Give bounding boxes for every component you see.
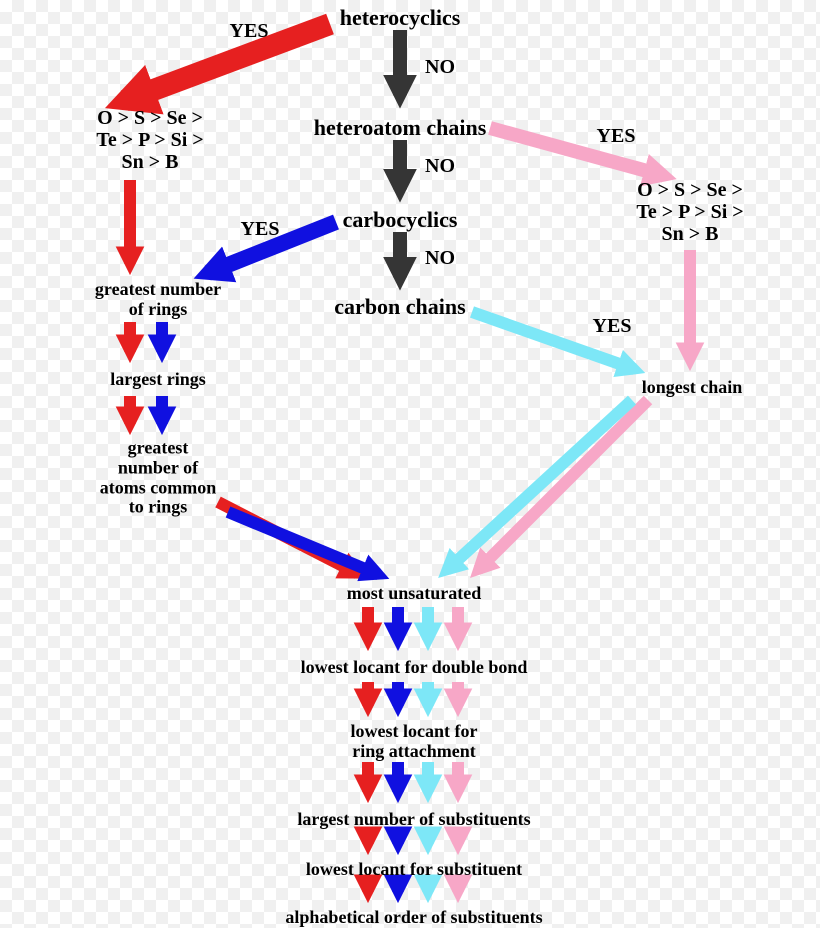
node-lowest-ring: lowest locant for ring attachment [351, 722, 478, 762]
arrow [228, 512, 379, 574]
node-lowest-sub: lowest locant for substituent [306, 860, 522, 880]
arrow [218, 502, 357, 573]
arrow [478, 400, 648, 570]
node-most-unsat: most unsaturated [347, 584, 482, 604]
node-no1: NO [425, 56, 455, 78]
node-priority-right: O > S > Se > Te > P > Si > Sn > B [636, 179, 743, 245]
node-alpha-sub: alphabetical order of substituents [285, 908, 542, 928]
node-largest-sub: largest number of substituents [297, 810, 530, 830]
node-carbocyclics: carbocyclics [343, 208, 458, 232]
node-yes-tr: YES [597, 125, 636, 147]
node-yes-tl: YES [230, 20, 269, 42]
node-yes-mid: YES [241, 218, 280, 240]
node-greatest-rings: greatest number of rings [95, 280, 221, 320]
node-carbon-chains: carbon chains [334, 295, 465, 319]
node-atoms-common: greatest number of atoms common to rings [100, 438, 216, 517]
arrow [490, 128, 664, 176]
node-priority-left: O > S > Se > Te > P > Si > Sn > B [96, 107, 203, 173]
node-lowest-db: lowest locant for double bond [301, 658, 528, 678]
arrow [125, 24, 330, 101]
flowchart-stage: heterocyclics heteroatom chains carbocycli… [0, 0, 820, 927]
node-largest-rings: largest rings [110, 370, 205, 390]
node-yes-br: YES [593, 315, 632, 337]
node-longest-chain: longest chain [642, 378, 743, 398]
node-heterocyclics: heterocyclics [340, 6, 461, 30]
node-no3: NO [425, 247, 455, 269]
arrow [447, 400, 632, 570]
node-heteroatom-chains: heteroatom chains [314, 116, 487, 140]
node-no2: NO [425, 155, 455, 177]
